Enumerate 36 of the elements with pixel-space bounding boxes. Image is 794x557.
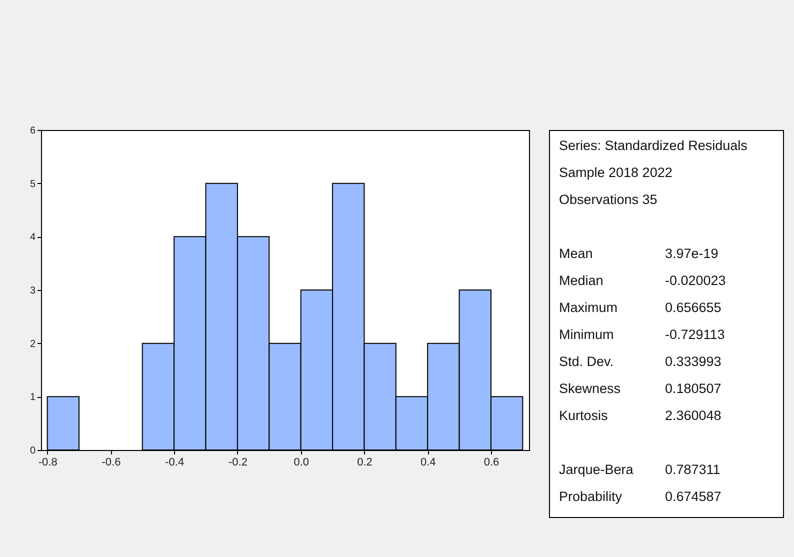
text: -0.020023 — [665, 273, 726, 288]
text: Mean — [559, 246, 593, 261]
y-tick-label: 4 — [30, 232, 36, 244]
text: -0.729113 — [665, 327, 725, 342]
y-tick-label: 3 — [30, 286, 36, 296]
x-tick-label: 0.4 — [420, 456, 436, 468]
text: 0.333993 — [665, 354, 722, 369]
text: Maximum — [559, 300, 618, 315]
text: 0.674587 — [665, 489, 722, 504]
text: Skewness — [559, 381, 621, 396]
text: Median — [559, 273, 604, 288]
text: 0.656655 — [665, 300, 722, 315]
y-tick-label: 1 — [30, 392, 36, 404]
text: Jarque-Bera — [559, 462, 634, 477]
x-tick-label: 0.0 — [294, 456, 309, 468]
text: Probability — [559, 489, 622, 504]
text: Minimum — [559, 327, 614, 342]
text: 0.787311 — [665, 462, 720, 477]
x-tick-label: -0.8 — [38, 456, 58, 468]
x-tick-label: -0.2 — [228, 456, 248, 468]
text: Std. Dev. — [559, 354, 614, 369]
y-tick-label: 6 — [30, 126, 36, 136]
text: 0.180507 — [665, 381, 722, 396]
text: Kurtosis — [559, 408, 608, 423]
y-tick-label: 2 — [30, 338, 36, 350]
text: 3.97e-19 — [665, 246, 718, 261]
text: 2.360048 — [665, 408, 722, 423]
x-tick-label: 0.6 — [484, 456, 500, 468]
y-tick-label: 5 — [30, 178, 36, 190]
text: Observations 35 — [559, 192, 658, 207]
x-tick-label: 0.2 — [357, 456, 372, 468]
text: Sample 2018 2022 — [559, 165, 672, 180]
x-tick-label: -0.6 — [102, 456, 121, 468]
x-tick-label: -0.4 — [165, 456, 184, 468]
y-tick-label: 0 — [30, 446, 36, 456]
text: Series: Standardized Residuals — [559, 138, 748, 153]
